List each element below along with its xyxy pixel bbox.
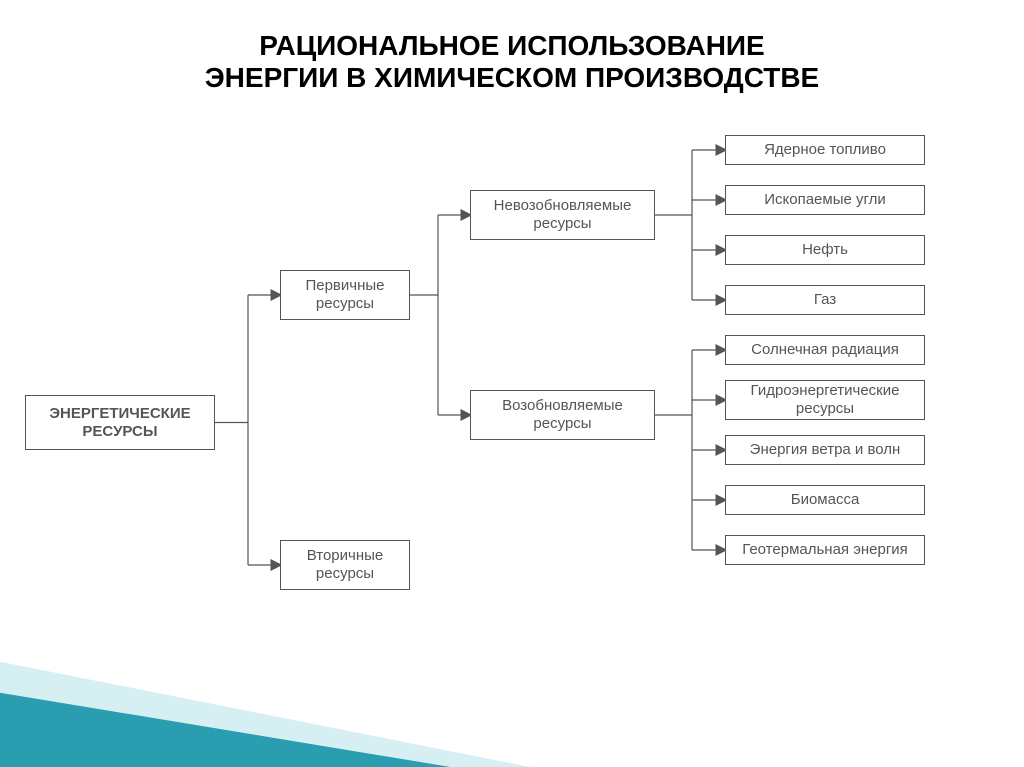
node-l4: Газ xyxy=(725,285,925,315)
node-l8: Биомасса xyxy=(725,485,925,515)
node-l9: Геотермальная энергия xyxy=(725,535,925,565)
node-secondary: Вторичные ресурсы xyxy=(280,540,410,590)
node-renew: Возобновляемые ресурсы xyxy=(470,390,655,440)
tree-diagram: ЭНЕРГЕТИЧЕСКИЕ РЕСУРСЫ Первичные ресурсы В… xyxy=(0,135,1024,635)
node-primary: Первичные ресурсы xyxy=(280,270,410,320)
node-l5: Солнечная радиация xyxy=(725,335,925,365)
node-nonrenew: Невозобновляемые ресурсы xyxy=(470,190,655,240)
node-root: ЭНЕРГЕТИЧЕСКИЕ РЕСУРСЫ xyxy=(25,395,215,450)
decorative-wedge xyxy=(0,632,530,767)
node-l3: Нефть xyxy=(725,235,925,265)
node-l2: Ископаемые угли xyxy=(725,185,925,215)
node-l7: Энергия ветра и волн xyxy=(725,435,925,465)
page-title: РАЦИОНАЛЬНОЕ ИСПОЛЬЗОВАНИЕ ЭНЕРГИИ В ХИМ… xyxy=(0,30,1024,94)
node-l6: Гидроэнергетические ресурсы xyxy=(725,380,925,420)
node-l1: Ядерное топливо xyxy=(725,135,925,165)
